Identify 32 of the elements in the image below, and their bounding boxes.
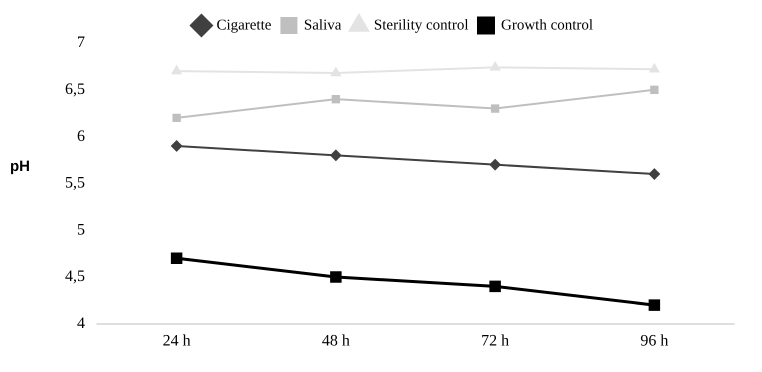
y-tick-label: 4,5 <box>65 268 85 286</box>
point <box>172 66 182 74</box>
x-tick-label: 96 h <box>640 332 668 350</box>
point <box>332 94 340 104</box>
x-tick-label: 72 h <box>481 332 510 350</box>
x-tick-label: 48 h <box>322 332 350 350</box>
legend-label: Growth control <box>500 17 594 34</box>
legend-label: Saliva <box>304 17 342 34</box>
y-tick-label: 6,5 <box>65 81 85 98</box>
point <box>171 140 182 152</box>
y-tick-label: 5,5 <box>65 174 85 192</box>
point <box>330 271 342 283</box>
point <box>490 159 501 170</box>
point <box>650 86 659 94</box>
point <box>649 64 660 72</box>
y-tick-label: 7 <box>77 34 85 52</box>
point <box>490 62 500 71</box>
y-tick-label: 6 <box>77 128 85 145</box>
point <box>648 168 660 180</box>
legend-label: Sterility control <box>374 17 468 34</box>
y-axis-title: pH <box>10 158 30 175</box>
point <box>489 280 501 292</box>
point <box>330 150 342 161</box>
point <box>172 114 181 122</box>
point <box>490 104 500 113</box>
y-tick-label: 4 <box>77 315 85 332</box>
point <box>170 252 182 264</box>
y-tick-label: 5 <box>77 221 85 238</box>
point <box>330 67 341 76</box>
x-tick-label: 24 h <box>162 332 191 350</box>
legend-label: Cigarette <box>216 17 272 34</box>
point <box>648 299 660 311</box>
